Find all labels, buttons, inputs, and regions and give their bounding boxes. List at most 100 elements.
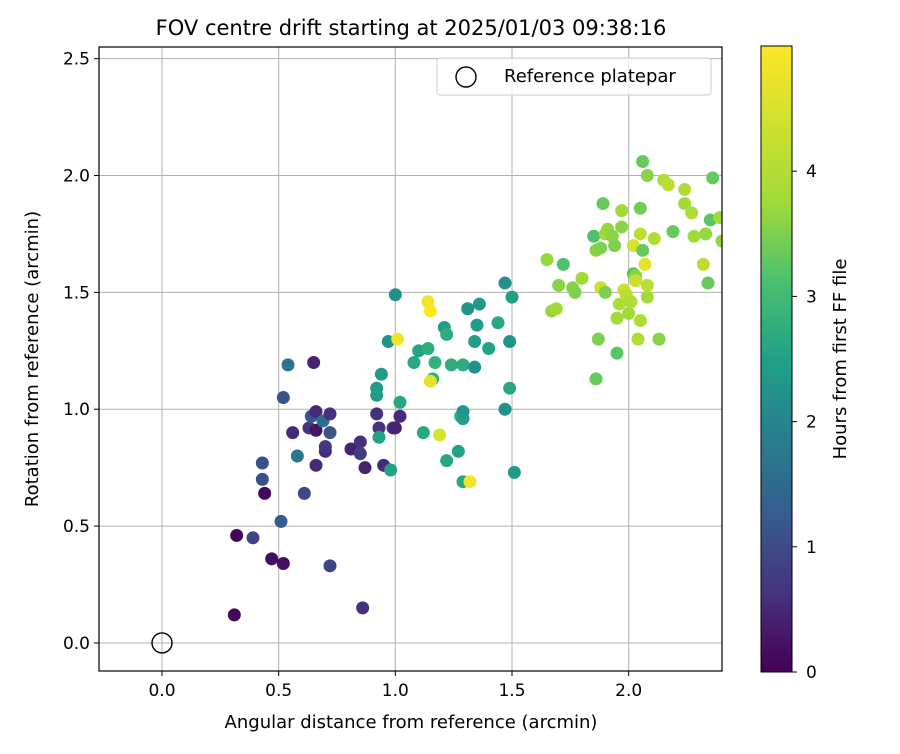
- data-point: [640, 290, 654, 304]
- data-point: [472, 297, 486, 311]
- y-axis-label: Rotation from reference (arcmin): [22, 211, 43, 507]
- data-point: [631, 332, 645, 346]
- data-point: [230, 528, 244, 542]
- data-point: [575, 271, 589, 285]
- data-point: [307, 356, 321, 370]
- data-point: [640, 169, 654, 183]
- x-axis-ticks: 0.0 0.5 1.0 1.5 2.0: [148, 671, 642, 701]
- data-point: [372, 421, 386, 435]
- x-tick-label: 0.0: [148, 681, 175, 701]
- chart-title: FOV centre drift starting at 2025/01/03 …: [156, 16, 667, 40]
- data-point: [549, 302, 563, 316]
- colorbar-gradient: [760, 45, 793, 673]
- x-tick-label: 2.0: [615, 681, 642, 701]
- data-point: [540, 253, 554, 267]
- data-point: [687, 229, 701, 243]
- data-point: [610, 346, 624, 360]
- data-point: [393, 395, 407, 409]
- data-point: [615, 220, 629, 234]
- data-point: [384, 463, 398, 477]
- data-point: [507, 465, 521, 479]
- data-point: [416, 426, 430, 440]
- y-tick-label: 2.5: [63, 50, 90, 70]
- data-point: [685, 206, 699, 220]
- data-point: [640, 278, 654, 292]
- data-point: [258, 486, 272, 500]
- data-point: [678, 183, 692, 197]
- data-point: [622, 306, 636, 320]
- data-point: [503, 381, 517, 395]
- data-point: [678, 197, 692, 211]
- data-point: [444, 358, 458, 372]
- data-point: [276, 391, 290, 405]
- colorbar-tick-label: 0: [806, 663, 817, 683]
- data-point: [470, 318, 484, 332]
- data-point: [281, 358, 295, 372]
- data-point: [633, 201, 647, 215]
- legend: Reference platepar: [436, 57, 712, 96]
- data-point: [286, 426, 300, 440]
- data-point: [356, 601, 370, 615]
- data-point: [589, 372, 603, 386]
- data-point: [699, 227, 713, 241]
- data-point: [433, 428, 447, 442]
- data-point: [353, 435, 367, 449]
- data-point: [715, 234, 722, 248]
- data-point: [503, 334, 517, 348]
- data-point: [388, 288, 402, 302]
- data-point: [370, 388, 384, 402]
- data-point: [587, 229, 601, 243]
- reference-point: [151, 632, 173, 654]
- data-point: [370, 407, 384, 421]
- x-tick-label: 1.5: [498, 681, 525, 701]
- data-point: [608, 239, 622, 253]
- data-point: [421, 341, 435, 355]
- colorbar-label: Hours from first FF file: [830, 259, 851, 460]
- data-point: [318, 440, 332, 454]
- data-point: [661, 178, 675, 192]
- data-point: [255, 472, 269, 486]
- grid-lines: [99, 47, 722, 671]
- legend-marker-icon: [455, 66, 477, 88]
- data-point: [297, 486, 311, 500]
- y-tick-label: 2.0: [63, 167, 90, 187]
- data-point: [276, 556, 290, 570]
- data-point: [633, 313, 647, 327]
- data-point: [323, 426, 337, 440]
- data-point: [227, 608, 241, 622]
- reference-marker: [151, 632, 173, 654]
- data-point: [615, 204, 629, 218]
- data-point: [556, 257, 570, 271]
- data-point: [428, 356, 442, 370]
- data-point: [393, 409, 407, 423]
- data-point: [309, 405, 323, 419]
- data-point: [696, 257, 710, 271]
- data-point: [482, 341, 496, 355]
- data-point: [594, 241, 608, 255]
- data-points: [227, 155, 722, 622]
- data-point: [246, 531, 260, 545]
- plot-frame: [98, 46, 723, 672]
- data-point: [636, 243, 650, 257]
- data-point: [701, 276, 715, 290]
- colorbar-tick-label: 1: [806, 538, 817, 558]
- data-point: [407, 356, 421, 370]
- legend-box: [436, 57, 712, 96]
- data-point: [633, 227, 647, 241]
- data-point: [498, 402, 512, 416]
- data-point: [612, 297, 626, 311]
- data-point: [372, 430, 386, 444]
- data-point: [451, 444, 465, 458]
- colorbar-tick-label: 2: [806, 413, 817, 433]
- data-point: [505, 290, 519, 304]
- data-point: [552, 278, 566, 292]
- y-tick-label: 1.0: [63, 400, 90, 420]
- data-point: [468, 360, 482, 374]
- colorbar: 0 1 2 3 4 Hours from first FF file: [760, 45, 851, 683]
- data-point: [323, 407, 337, 421]
- data-point: [323, 559, 337, 573]
- x-tick-label: 0.5: [265, 681, 292, 701]
- y-tick-label: 0.0: [63, 634, 90, 654]
- data-point: [423, 304, 437, 318]
